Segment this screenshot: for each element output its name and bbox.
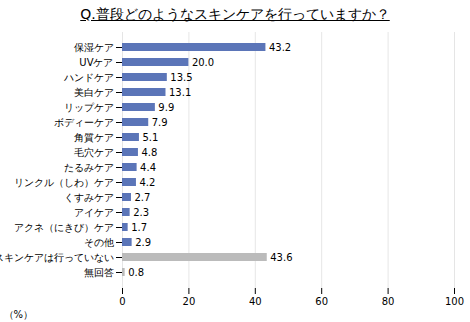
svg-text:毛穴ケア: 毛穴ケア [74,147,114,158]
svg-text:無回答: 無回答 [84,267,114,278]
svg-text:スキンケアは行っていない: スキンケアは行っていない [0,252,114,263]
svg-text:角質ケア: 角質ケア [74,132,114,143]
svg-text:20.0: 20.0 [192,57,214,68]
svg-text:100: 100 [445,296,464,307]
svg-text:たるみケア: たるみケア [64,162,114,173]
svg-text:2.7: 2.7 [134,192,150,203]
svg-text:4.4: 4.4 [140,162,156,173]
svg-text:その他: その他 [84,237,114,248]
svg-text:0.8: 0.8 [128,267,144,278]
svg-text:43.6: 43.6 [270,252,292,263]
svg-text:4.2: 4.2 [139,177,155,188]
svg-text:13.5: 13.5 [170,72,192,83]
svg-text:（%）: （%） [4,309,34,320]
svg-text:7.9: 7.9 [152,117,168,128]
svg-text:40: 40 [249,296,262,307]
svg-text:80: 80 [382,296,395,307]
svg-text:5.1: 5.1 [142,132,158,143]
svg-text:0: 0 [119,296,125,307]
svg-text:13.1: 13.1 [169,87,191,98]
svg-text:2.9: 2.9 [135,237,151,248]
svg-text:保湿ケア: 保湿ケア [74,42,114,53]
svg-text:ボディーケア: ボディーケア [54,117,114,128]
svg-text:ハンドケア: ハンドケア [63,72,114,83]
svg-text:1.7: 1.7 [131,222,147,233]
svg-text:9.9: 9.9 [158,102,174,113]
svg-text:アイケア: アイケア [74,207,114,218]
svg-text:UVケア: UVケア [79,57,113,68]
svg-text:43.2: 43.2 [269,42,291,53]
svg-text:4.8: 4.8 [141,147,157,158]
svg-text:リンクル（しわ）ケア: リンクル（しわ）ケア [14,177,114,188]
svg-text:アクネ（にきび）ケア: アクネ（にきび）ケア [14,222,114,233]
svg-text:20: 20 [183,296,196,307]
svg-text:60: 60 [315,296,328,307]
svg-text:リップケア: リップケア [64,102,114,113]
svg-text:美白ケア: 美白ケア [74,87,114,98]
html-text:Q.普段どのようなスキンケアを行っていますか？: Q.普段どのようなスキンケアを行っていますか？ [80,6,390,22]
svg-text:くすみケア: くすみケア [64,192,114,203]
svg-text:2.3: 2.3 [133,207,149,218]
